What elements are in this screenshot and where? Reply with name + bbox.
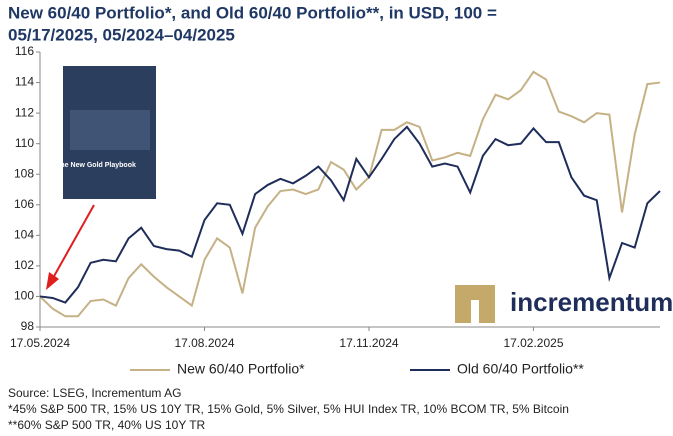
legend-label: Old 60/40 Portfolio** [457,361,584,377]
legend-label: New 60/40 Portfolio* [177,361,305,377]
x-tick-label: 17.05.2024 [10,336,70,350]
chart-title-line2: 05/17/2025, 05/2024–04/2025 [8,25,235,44]
line-series [39,125,661,304]
logo: incrementum [455,285,673,323]
footnote: *45% S&P 500 TR, 15% US 10Y TR, 15% Gold… [8,402,569,416]
book-cover: The New Gold Playbook [56,66,156,199]
logo-text: incrementum [510,287,673,317]
arrow [52,204,95,279]
cover-title: The New Gold Playbook [56,162,136,169]
y-tick-label: 116 [15,44,34,58]
y-tick-label: 102 [14,258,34,272]
y-tick-label: 100 [14,289,34,303]
y-tick-label: 104 [14,228,34,242]
footnote: **60% S&P 500 TR, 40% US 10Y TR [8,418,206,432]
y-tick-label: 98 [21,319,35,333]
y-tick-label: 108 [14,166,34,180]
arrow-head [46,272,59,290]
x-tick-label: 17.08.2024 [174,336,234,350]
x-tick-label: 17.11.2024 [339,336,398,350]
source-note: Source: LSEG, Incrementum AG [8,386,181,400]
y-tick-label: 110 [15,136,34,150]
y-tick-label: 112 [15,105,34,119]
chart-title: New 60/40 Portfolio*, and Old 60/40 Port… [8,3,497,22]
x-tick-label: 17.02.2025 [503,336,563,350]
y-tick-label: 114 [15,75,34,89]
y-tick-label: 106 [14,197,34,211]
